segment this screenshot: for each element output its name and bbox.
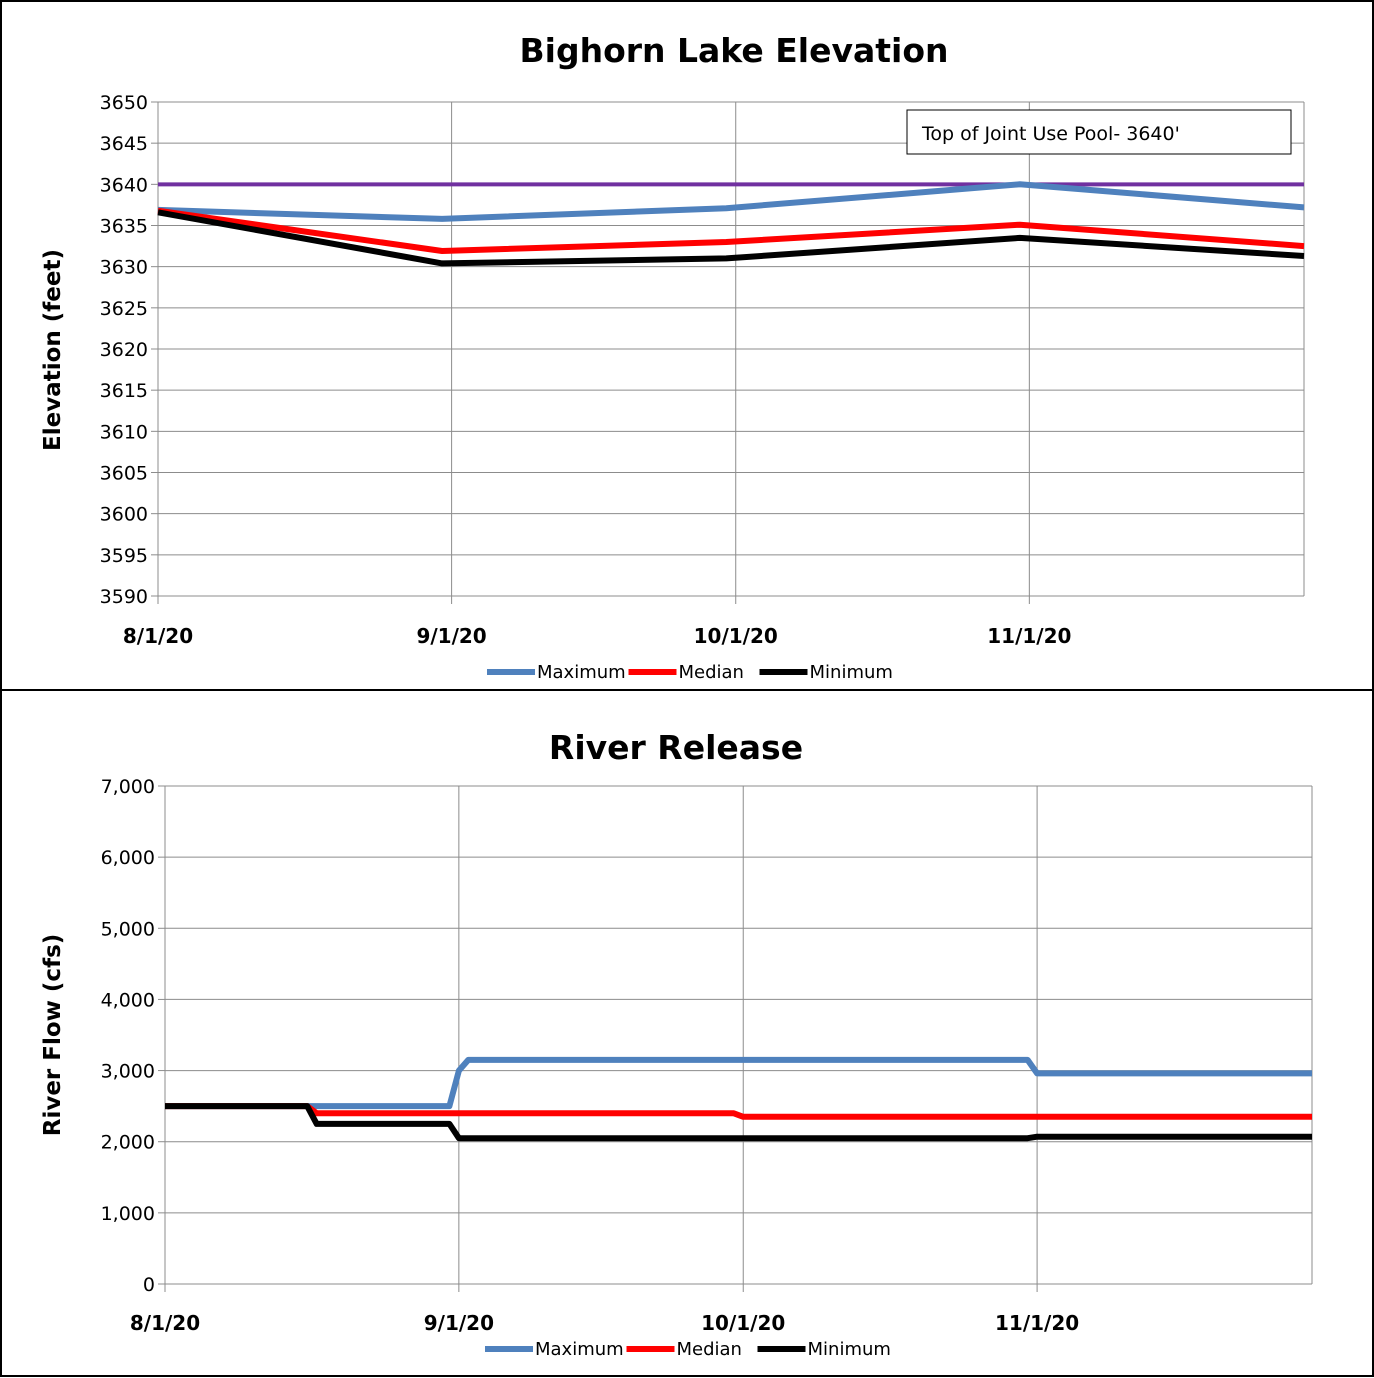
pool-annotation-text: Top of Joint Use Pool- 3640' xyxy=(921,123,1180,145)
elevation-chart: Bighorn Lake Elevation Elevation (feet) … xyxy=(40,31,1305,683)
elevation-x-tick-label: 10/1/20 xyxy=(694,624,778,648)
legend-label-median: Median xyxy=(677,1339,742,1360)
elevation-x-tick-label: 11/1/20 xyxy=(987,624,1071,648)
elevation-y-axis-label: Elevation (feet) xyxy=(40,249,66,451)
pool-annotation-box xyxy=(906,109,1292,155)
elevation-y-tick-label: 3610 xyxy=(100,421,148,443)
release-y-tick-label: 1,000 xyxy=(101,1203,155,1225)
pool-annotation: Top of Joint Use Pool- 3640' xyxy=(906,109,1292,155)
elevation-x-tick-label: 9/1/20 xyxy=(416,624,486,648)
elevation-y-tick-label: 3620 xyxy=(100,339,148,361)
release-grid xyxy=(158,785,1313,1292)
elevation-series xyxy=(157,181,1305,267)
legend-label-minimum: Minimum xyxy=(810,662,893,683)
elevation-chart-frame xyxy=(0,0,1374,691)
release-series-minimum xyxy=(165,1103,1312,1142)
release-chart: River Release River Flow (cfs) 0 1,000 2,0… xyxy=(40,728,1313,1360)
release-y-ticks: 0 1,000 2,000 3,000 4,000 5,000 6,000 7,000 xyxy=(101,776,155,1296)
elevation-y-tick-label: 3590 xyxy=(100,586,148,608)
elevation-series-maximum xyxy=(157,181,1305,222)
release-series xyxy=(165,1056,1312,1142)
elevation-y-tick-label: 3640 xyxy=(100,174,148,196)
legend-label-maximum: Maximum xyxy=(535,1339,624,1360)
release-y-axis-label: River Flow (cfs) xyxy=(40,934,66,1137)
release-y-tick-label: 5,000 xyxy=(101,918,155,940)
elevation-legend: Maximum Median Minimum xyxy=(487,662,893,683)
release-y-tick-label: 4,000 xyxy=(101,989,155,1011)
legend-label-minimum: Minimum xyxy=(808,1339,891,1360)
elevation-x-ticks: 8/1/20 9/1/20 10/1/20 11/1/20 xyxy=(123,624,1072,648)
release-y-tick-label: 6,000 xyxy=(101,847,155,869)
release-y-tick-label: 7,000 xyxy=(101,776,155,798)
release-x-tick-label: 11/1/20 xyxy=(995,1311,1079,1335)
elevation-chart-title: Bighorn Lake Elevation xyxy=(520,31,949,70)
elevation-y-tick-label: 3645 xyxy=(100,133,148,155)
release-series-maximum xyxy=(165,1056,1312,1110)
elevation-y-tick-label: 3635 xyxy=(100,216,148,238)
elevation-y-tick-label: 3600 xyxy=(100,504,148,526)
release-x-tick-label: 9/1/20 xyxy=(424,1311,494,1335)
elevation-y-tick-label: 3615 xyxy=(100,380,148,402)
elevation-y-tick-label: 3630 xyxy=(100,257,148,279)
release-y-tick-label: 2,000 xyxy=(101,1132,155,1154)
elevation-y-tick-label: 3625 xyxy=(100,298,148,320)
legend-label-median: Median xyxy=(679,662,744,683)
legend-label-maximum: Maximum xyxy=(537,662,626,683)
elevation-series-minimum xyxy=(157,209,1305,267)
release-chart-frame xyxy=(0,689,1374,1377)
release-x-tick-label: 10/1/20 xyxy=(701,1311,785,1335)
release-x-tick-label: 8/1/20 xyxy=(130,1311,200,1335)
elevation-series-median xyxy=(157,207,1305,254)
elevation-y-ticks: 3590 3595 3600 3605 3610 3615 3620 3625 3630 3635… xyxy=(100,92,148,608)
elevation-y-tick-label: 3595 xyxy=(100,545,148,567)
elevation-y-tick-label: 3605 xyxy=(100,463,148,485)
release-chart-title: River Release xyxy=(549,728,803,767)
release-y-tick-label: 0 xyxy=(143,1274,155,1296)
elevation-x-tick-label: 8/1/20 xyxy=(123,624,193,648)
release-legend: Maximum Median Minimum xyxy=(485,1339,891,1360)
release-y-tick-label: 3,000 xyxy=(101,1061,155,1083)
elevation-y-tick-label: 3650 xyxy=(100,92,148,114)
elevation-grid xyxy=(151,101,1305,604)
release-x-ticks: 8/1/20 9/1/20 10/1/20 11/1/20 xyxy=(130,1311,1079,1335)
